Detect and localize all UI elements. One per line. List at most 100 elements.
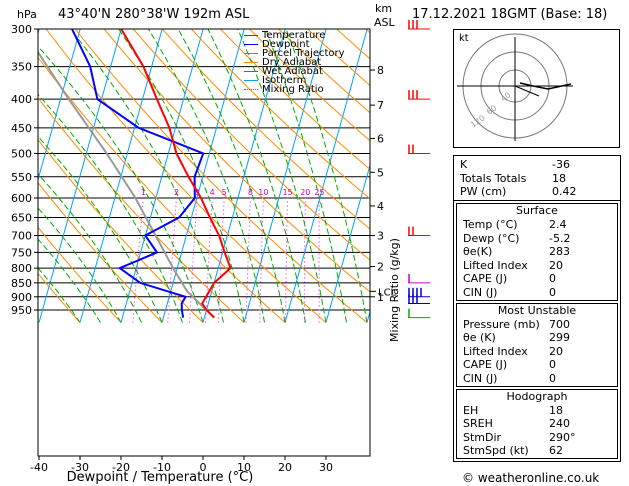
mixing-ratio-label: 4 (210, 188, 215, 197)
legend-item: Dewpoint (244, 39, 345, 50)
index-row: Pressure (mb) 700 (457, 318, 617, 332)
wet-adiabat-line (38, 267, 81, 323)
pressure-tick-label: 550 (11, 171, 32, 184)
index-value: -36 (552, 158, 570, 171)
wet-adiabat-line (207, 29, 306, 323)
temperature-tick-label: -20 (112, 461, 130, 474)
index-row: K -36 (454, 158, 620, 172)
index-label: Temp (°C) (463, 218, 518, 231)
wet-adiabat-line (177, 29, 286, 323)
index-row: Lifted Index 20 (457, 345, 617, 359)
dry-adiabat-line (277, 29, 370, 114)
legend-label: Dewpoint (262, 39, 310, 50)
temperature-tick-label: 20 (278, 461, 292, 474)
parcel-trajectory-line (38, 50, 215, 319)
index-row: CAPE (J) 0 (457, 272, 617, 286)
index-row: CAPE (J) 0 (457, 358, 617, 372)
pressure-tick-label: 400 (11, 93, 32, 106)
legend-swatch (244, 80, 258, 81)
legend-item: Isotherm (244, 75, 345, 86)
mixing-ratio-line (245, 197, 251, 323)
pressure-tick-label: 700 (11, 230, 32, 243)
temperature-tick-label: 0 (200, 461, 207, 474)
index-row: Temp (°C) 2.4 (457, 218, 617, 232)
pressure-tick-label: 600 (11, 192, 32, 205)
dry-adiabat-line (132, 29, 370, 261)
pressure-tick-label: 900 (11, 291, 32, 304)
pressure-tick-label: 750 (11, 246, 32, 259)
legend-label: Dry Adiabat (262, 57, 322, 68)
index-value: 20 (549, 258, 563, 272)
legend-item: Temperature (244, 31, 345, 41)
storm-motion-arrow (514, 85, 540, 97)
legend-swatch (244, 35, 258, 36)
temperature-tick-label: -10 (153, 461, 171, 474)
mixing-ratio-line (303, 197, 306, 323)
index-value: 283 (549, 245, 570, 259)
index-row: Lifted Index 20 (457, 259, 617, 273)
dry-adiabat-line (74, 29, 368, 323)
pressure-tick-label: 650 (11, 211, 32, 224)
index-label: Pressure (mb) (463, 317, 540, 331)
mixing-ratio-line (205, 197, 213, 323)
isotherm-line (38, 29, 122, 323)
dry-adiabat-line (38, 138, 204, 323)
index-value: 20 (549, 344, 563, 358)
wet-adiabat-line (38, 135, 163, 323)
index-value: 700 (549, 317, 570, 331)
legend-item: Mixing Ratio (244, 84, 345, 95)
index-row: CIN (J) 0 (457, 372, 617, 386)
index-value: 18 (549, 403, 563, 417)
index-row: PW (cm) 0.42 (454, 185, 620, 199)
mixing-ratio-line (132, 197, 144, 323)
legend-label: Isotherm (262, 75, 307, 86)
mixing-ratio-label: 20 (300, 188, 310, 197)
isotherm-line (161, 29, 245, 323)
pressure-tick-label: 350 (11, 61, 32, 74)
wet-adiabat-line (147, 29, 265, 323)
temperature-line (120, 29, 232, 319)
index-label: Lifted Index (463, 344, 528, 358)
temperature-tick-label: 10 (237, 461, 251, 474)
index-value: 0 (549, 272, 556, 286)
index-label: K (460, 158, 468, 171)
legend-label: Mixing Ratio (262, 84, 324, 95)
mixing-ratio-line (189, 197, 198, 323)
legend-swatch (244, 44, 258, 45)
index-value: -5.2 (549, 231, 571, 245)
mixing-ratio-label: 3 (195, 188, 200, 197)
legend-swatch (244, 62, 258, 63)
mixing-ratio-label: 15 (282, 188, 292, 197)
index-label: EH (463, 403, 479, 417)
copyright: © weatheronline.co.uk (462, 471, 600, 485)
lcl-label: LCL (378, 287, 397, 298)
legend-label: Parcel Trajectory (262, 48, 345, 59)
pressure-tick-label: 500 (11, 148, 32, 161)
wet-adiabat-line (265, 29, 347, 323)
index-label: CIN (J) (463, 285, 498, 299)
x-axis-label: Dewpoint / Temperature (°C) (67, 470, 254, 485)
pressure-tick-label: 800 (11, 262, 32, 275)
wet-adiabat-line (117, 29, 245, 323)
mixing-ratio-line (259, 197, 264, 323)
dry-adiabat-line (38, 181, 163, 323)
isotherm-line (325, 163, 370, 323)
wet-adiabat-line (38, 173, 142, 323)
mixing-ratio-line (167, 197, 177, 323)
pressure-tick-label: 950 (11, 304, 32, 317)
isotherm-line (0, 0, 11, 322)
index-value: 0 (549, 285, 556, 299)
wet-adiabat-line (38, 238, 101, 323)
dry-adiabat-line (190, 29, 370, 200)
indices-top: K -36 Totals Totals 18 PW (cm) 0.42 (453, 155, 621, 202)
km-tick-label: 5 (377, 166, 384, 179)
km-tick-label: 3 (377, 230, 384, 243)
hpa-axis-label: hPa (17, 8, 37, 21)
most-unstable-title: Most Unstable (497, 303, 577, 317)
legend-label: Wet Adiabat (262, 66, 323, 77)
index-value: 0.42 (552, 185, 577, 199)
wet-adiabat-line (38, 93, 183, 323)
wet-adiabat-line (38, 45, 204, 323)
